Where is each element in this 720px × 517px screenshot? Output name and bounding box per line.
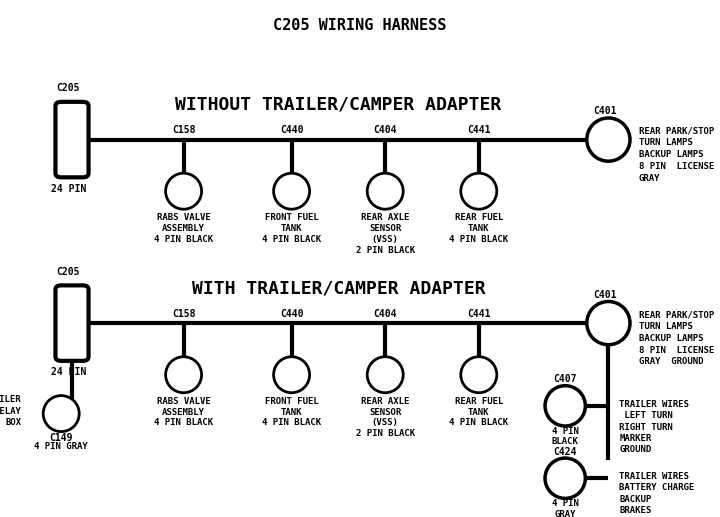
Ellipse shape xyxy=(461,173,497,209)
Text: TRAILER WIRES
 LEFT TURN
RIGHT TURN
MARKER
GROUND: TRAILER WIRES LEFT TURN RIGHT TURN MARKE… xyxy=(619,400,689,454)
Ellipse shape xyxy=(166,357,202,393)
Text: C401: C401 xyxy=(593,107,616,116)
Ellipse shape xyxy=(367,173,403,209)
Text: C407: C407 xyxy=(554,374,577,384)
FancyBboxPatch shape xyxy=(55,102,89,177)
FancyBboxPatch shape xyxy=(55,285,89,361)
Text: C401: C401 xyxy=(593,290,616,300)
Text: WITH TRAILER/CAMPER ADAPTER: WITH TRAILER/CAMPER ADAPTER xyxy=(192,279,485,297)
Text: 4 PIN GRAY: 4 PIN GRAY xyxy=(35,442,88,450)
Text: FRONT FUEL
TANK
4 PIN BLACK: FRONT FUEL TANK 4 PIN BLACK xyxy=(262,214,321,244)
Text: WITHOUT TRAILER/CAMPER ADAPTER: WITHOUT TRAILER/CAMPER ADAPTER xyxy=(175,96,502,114)
Text: 4 PIN
GRAY: 4 PIN GRAY xyxy=(552,499,579,517)
Ellipse shape xyxy=(274,357,310,393)
Ellipse shape xyxy=(367,357,403,393)
Ellipse shape xyxy=(43,396,79,432)
Ellipse shape xyxy=(587,301,630,345)
Text: C404: C404 xyxy=(374,309,397,319)
Text: C158: C158 xyxy=(172,309,195,319)
Text: C440: C440 xyxy=(280,126,303,135)
Text: REAR AXLE
SENSOR
(VSS)
2 PIN BLACK: REAR AXLE SENSOR (VSS) 2 PIN BLACK xyxy=(356,397,415,438)
Ellipse shape xyxy=(587,118,630,161)
Text: REAR PARK/STOP
TURN LAMPS
BACKUP LAMPS
8 PIN  LICENSE LAMPS
GRAY: REAR PARK/STOP TURN LAMPS BACKUP LAMPS 8… xyxy=(639,127,720,183)
Ellipse shape xyxy=(545,458,585,498)
Text: 24 PIN: 24 PIN xyxy=(51,367,86,377)
Text: FRONT FUEL
TANK
4 PIN BLACK: FRONT FUEL TANK 4 PIN BLACK xyxy=(262,397,321,428)
Text: TRAILER
RELAY
BOX: TRAILER RELAY BOX xyxy=(0,396,22,427)
Text: 24 PIN: 24 PIN xyxy=(51,184,86,193)
Text: C404: C404 xyxy=(374,126,397,135)
Ellipse shape xyxy=(461,357,497,393)
Text: C205: C205 xyxy=(57,83,80,93)
Text: C440: C440 xyxy=(280,309,303,319)
Text: REAR AXLE
SENSOR
(VSS)
2 PIN BLACK: REAR AXLE SENSOR (VSS) 2 PIN BLACK xyxy=(356,214,415,254)
Text: C205: C205 xyxy=(57,267,80,277)
Text: C441: C441 xyxy=(467,126,490,135)
Text: REAR FUEL
TANK
4 PIN BLACK: REAR FUEL TANK 4 PIN BLACK xyxy=(449,397,508,428)
Ellipse shape xyxy=(274,173,310,209)
Text: REAR FUEL
TANK
4 PIN BLACK: REAR FUEL TANK 4 PIN BLACK xyxy=(449,214,508,244)
Text: C149: C149 xyxy=(50,433,73,443)
Ellipse shape xyxy=(545,386,585,426)
Text: RABS VALVE
ASSEMBLY
4 PIN BLACK: RABS VALVE ASSEMBLY 4 PIN BLACK xyxy=(154,214,213,244)
Text: TRAILER WIRES
BATTERY CHARGE
BACKUP
BRAKES: TRAILER WIRES BATTERY CHARGE BACKUP BRAK… xyxy=(619,472,695,515)
Ellipse shape xyxy=(166,173,202,209)
Text: RABS VALVE
ASSEMBLY
4 PIN BLACK: RABS VALVE ASSEMBLY 4 PIN BLACK xyxy=(154,397,213,428)
Text: C424: C424 xyxy=(554,447,577,457)
Text: C441: C441 xyxy=(467,309,490,319)
Text: 4 PIN
BLACK: 4 PIN BLACK xyxy=(552,427,579,446)
Text: C205 WIRING HARNESS: C205 WIRING HARNESS xyxy=(274,18,446,33)
Text: C158: C158 xyxy=(172,126,195,135)
Text: REAR PARK/STOP
TURN LAMPS
BACKUP LAMPS
8 PIN  LICENSE LAMPS
GRAY  GROUND: REAR PARK/STOP TURN LAMPS BACKUP LAMPS 8… xyxy=(639,310,720,367)
